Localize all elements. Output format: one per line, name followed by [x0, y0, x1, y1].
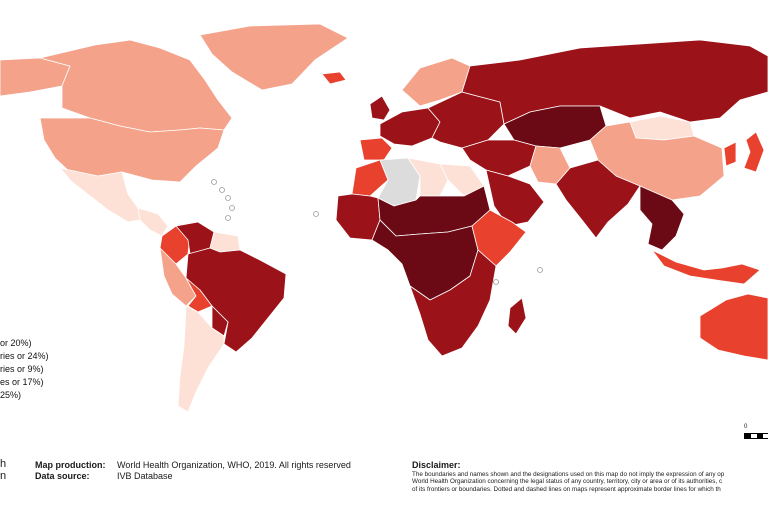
source-value: IVB Database	[117, 471, 173, 481]
island-marker	[229, 205, 235, 211]
region-arabia	[485, 169, 545, 227]
region-iceland	[321, 71, 347, 85]
island-marker	[493, 279, 499, 285]
region-peru	[159, 247, 197, 307]
legend-item: 25%)	[0, 390, 22, 400]
region-japan	[743, 131, 765, 173]
legend-item: ries or 24%)	[0, 351, 49, 361]
region-australia	[699, 293, 768, 361]
region-southern-africa	[409, 249, 497, 357]
production-label: Map production:	[35, 460, 106, 470]
island-marker	[313, 211, 319, 217]
island-marker	[211, 179, 217, 185]
region-korea	[723, 141, 737, 167]
region-greenland	[199, 23, 349, 91]
logo-line: h	[0, 458, 7, 470]
logo-line: n	[0, 470, 7, 482]
legend-item: or 20%)	[0, 338, 32, 348]
disclaimer: Disclaimer: The boundaries and names sho…	[412, 460, 768, 493]
legend-item: ries or 9%)	[0, 364, 44, 374]
scale-start: 0	[744, 424, 748, 430]
legend-item: es or 17%)	[0, 377, 44, 387]
region-madagascar	[507, 297, 527, 335]
region-southeast-asia	[639, 185, 685, 251]
region-iberia	[359, 137, 393, 161]
region-usa	[39, 117, 225, 183]
source-label: Data source:	[35, 471, 90, 481]
caribbean-islands	[211, 179, 543, 285]
disclaimer-title: Disclaimer:	[412, 460, 461, 470]
region-morocco	[351, 159, 389, 197]
island-marker	[219, 187, 225, 193]
world-map	[0, 23, 768, 413]
production-value: World Health Organization, WHO, 2019. Al…	[117, 460, 351, 470]
disclaimer-line: The boundaries and names shown and the d…	[412, 471, 725, 478]
scale-bar: 0	[744, 424, 768, 439]
region-india	[555, 159, 641, 239]
island-marker	[537, 267, 543, 273]
disclaimer-line: World Health Organization concerning the…	[412, 478, 723, 486]
disclaimer-line: of its frontiers or boundaries. Dotted a…	[412, 485, 721, 493]
region-chile-argentina	[177, 305, 225, 413]
region-indonesia	[651, 249, 761, 285]
island-marker	[225, 195, 231, 201]
island-marker	[225, 215, 231, 221]
logo-text: h n	[0, 458, 6, 482]
region-uk	[369, 95, 391, 121]
map-credits: Map production: World Health Organization…	[35, 460, 351, 482]
